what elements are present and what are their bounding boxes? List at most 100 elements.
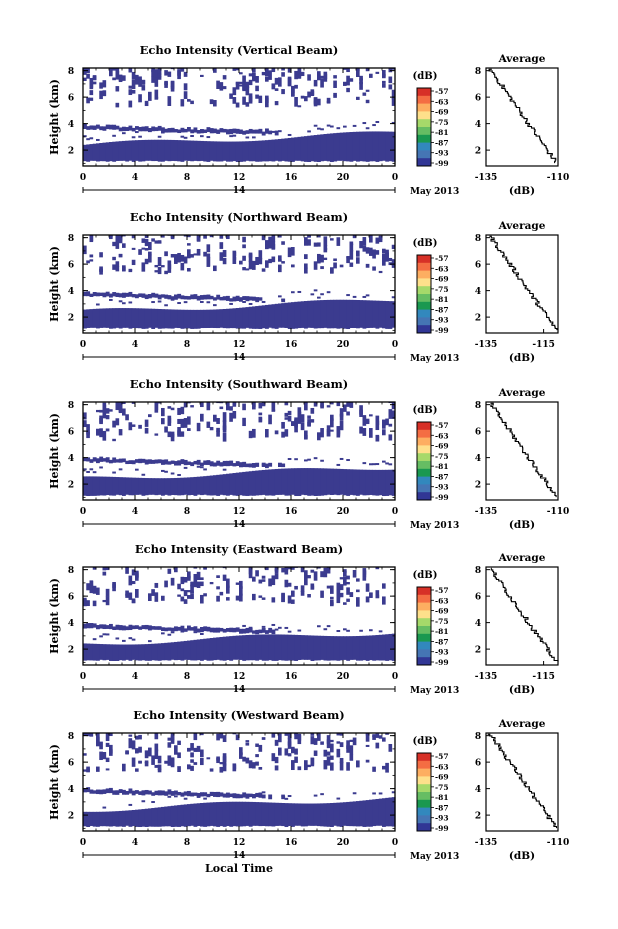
- echo-cell: [362, 122, 367, 125]
- avg-x-tick-label: -110: [547, 173, 570, 183]
- echo-cell: [226, 792, 230, 798]
- echo-cell: [304, 263, 308, 269]
- echo-cell: [261, 802, 266, 827]
- echo-cell: [287, 68, 292, 73]
- echo-cell: [131, 460, 136, 465]
- echo-cell: [177, 407, 181, 415]
- echo-cell: [271, 304, 276, 329]
- echo-cell: [115, 261, 120, 267]
- echo-cell: [167, 71, 172, 77]
- echo-cell: [89, 580, 94, 586]
- echo-cell: [226, 460, 230, 467]
- echo-cell: [89, 309, 94, 328]
- echo-cell: [206, 136, 211, 139]
- echo-cell: [300, 95, 305, 99]
- colorbar-swatch: [417, 119, 431, 128]
- echo-cell: [216, 733, 220, 741]
- echo-cell: [229, 308, 234, 329]
- echo-cell: [122, 644, 126, 661]
- echo-cell: [122, 458, 126, 463]
- echo-cell: [154, 264, 159, 268]
- echo-cell: [154, 790, 159, 796]
- echo-cell: [372, 266, 376, 271]
- echo-cell: [174, 294, 178, 300]
- echo-cell: [248, 260, 253, 269]
- echo-cell: [177, 293, 182, 299]
- echo-cell: [375, 71, 380, 74]
- echo-cell: [190, 627, 195, 631]
- echo-cell: [161, 139, 165, 162]
- echo-cell: [105, 768, 110, 771]
- echo-cell: [167, 642, 172, 661]
- echo-cell: [226, 585, 230, 594]
- echo-cell: [144, 789, 149, 795]
- colorbar-swatch: [417, 602, 431, 611]
- echo-cell: [248, 801, 253, 827]
- avg-profile-line: [487, 733, 558, 829]
- echo-cell: [346, 762, 350, 771]
- echo-cell: [167, 417, 172, 426]
- echo-cell: [154, 433, 159, 436]
- echo-cell: [125, 590, 129, 596]
- echo-cell: [255, 629, 260, 635]
- y-tick-label: 2: [68, 314, 74, 324]
- echo-cell: [369, 235, 373, 243]
- echo-cell: [200, 639, 204, 661]
- echo-cell: [99, 428, 103, 438]
- echo-cell: [356, 760, 360, 768]
- echo-cell: [375, 239, 380, 244]
- echo-cell: [297, 468, 302, 496]
- echo-cell: [287, 302, 292, 329]
- echo-cell: [330, 803, 334, 827]
- echo-cell: [222, 75, 227, 80]
- echo-cell: [112, 256, 116, 261]
- colorbar-tick-label: -81: [435, 128, 449, 137]
- echo-cell: [219, 242, 224, 249]
- echo-cell: [99, 644, 104, 660]
- echo-cell: [96, 308, 100, 329]
- echo-cell: [112, 811, 117, 827]
- colorbar-tick-label: -63: [435, 264, 449, 273]
- echo-cell: [183, 235, 188, 237]
- echo-cell: [252, 428, 256, 438]
- echo-cell: [382, 596, 386, 605]
- echo-cell: [86, 309, 91, 328]
- echo-cell: [346, 87, 350, 93]
- colorbar-tick-label: -99: [435, 326, 449, 335]
- echo-cell: [96, 766, 100, 772]
- echo-cell: [336, 299, 341, 329]
- echo-cell: [239, 129, 243, 134]
- echo-cell: [297, 301, 302, 329]
- echo-cell: [102, 308, 107, 328]
- echo-cell: [115, 86, 120, 92]
- echo-cell: [206, 257, 211, 267]
- echo-cell: [170, 296, 175, 300]
- echo-cell: [362, 469, 367, 496]
- echo-cell: [388, 409, 393, 419]
- echo-cell: [313, 289, 318, 292]
- echo-cell: [118, 127, 123, 132]
- echo-cell: [102, 476, 107, 496]
- echo-cell: [115, 239, 120, 249]
- echo-cell: [161, 127, 165, 132]
- echo-cell: [326, 751, 331, 756]
- echo-cell: [252, 73, 256, 78]
- echo-cell: [248, 296, 253, 301]
- echo-cell: [382, 419, 386, 427]
- echo-cell: [154, 402, 159, 411]
- echo-cell: [281, 795, 286, 800]
- echo-cell: [294, 419, 298, 426]
- echo-cell: [336, 741, 341, 744]
- echo-cell: [352, 792, 357, 795]
- echo-cell: [359, 131, 364, 162]
- echo-cell: [170, 478, 175, 495]
- echo-cell: [157, 125, 162, 131]
- echo-cell: [278, 264, 282, 273]
- echo-cell: [154, 764, 159, 768]
- echo-cell: [268, 578, 272, 587]
- echo-cell: [177, 460, 182, 466]
- echo-cell: [232, 308, 237, 329]
- echo-cell: [291, 421, 295, 426]
- echo-cell: [274, 756, 279, 764]
- echo-cell: [297, 290, 302, 293]
